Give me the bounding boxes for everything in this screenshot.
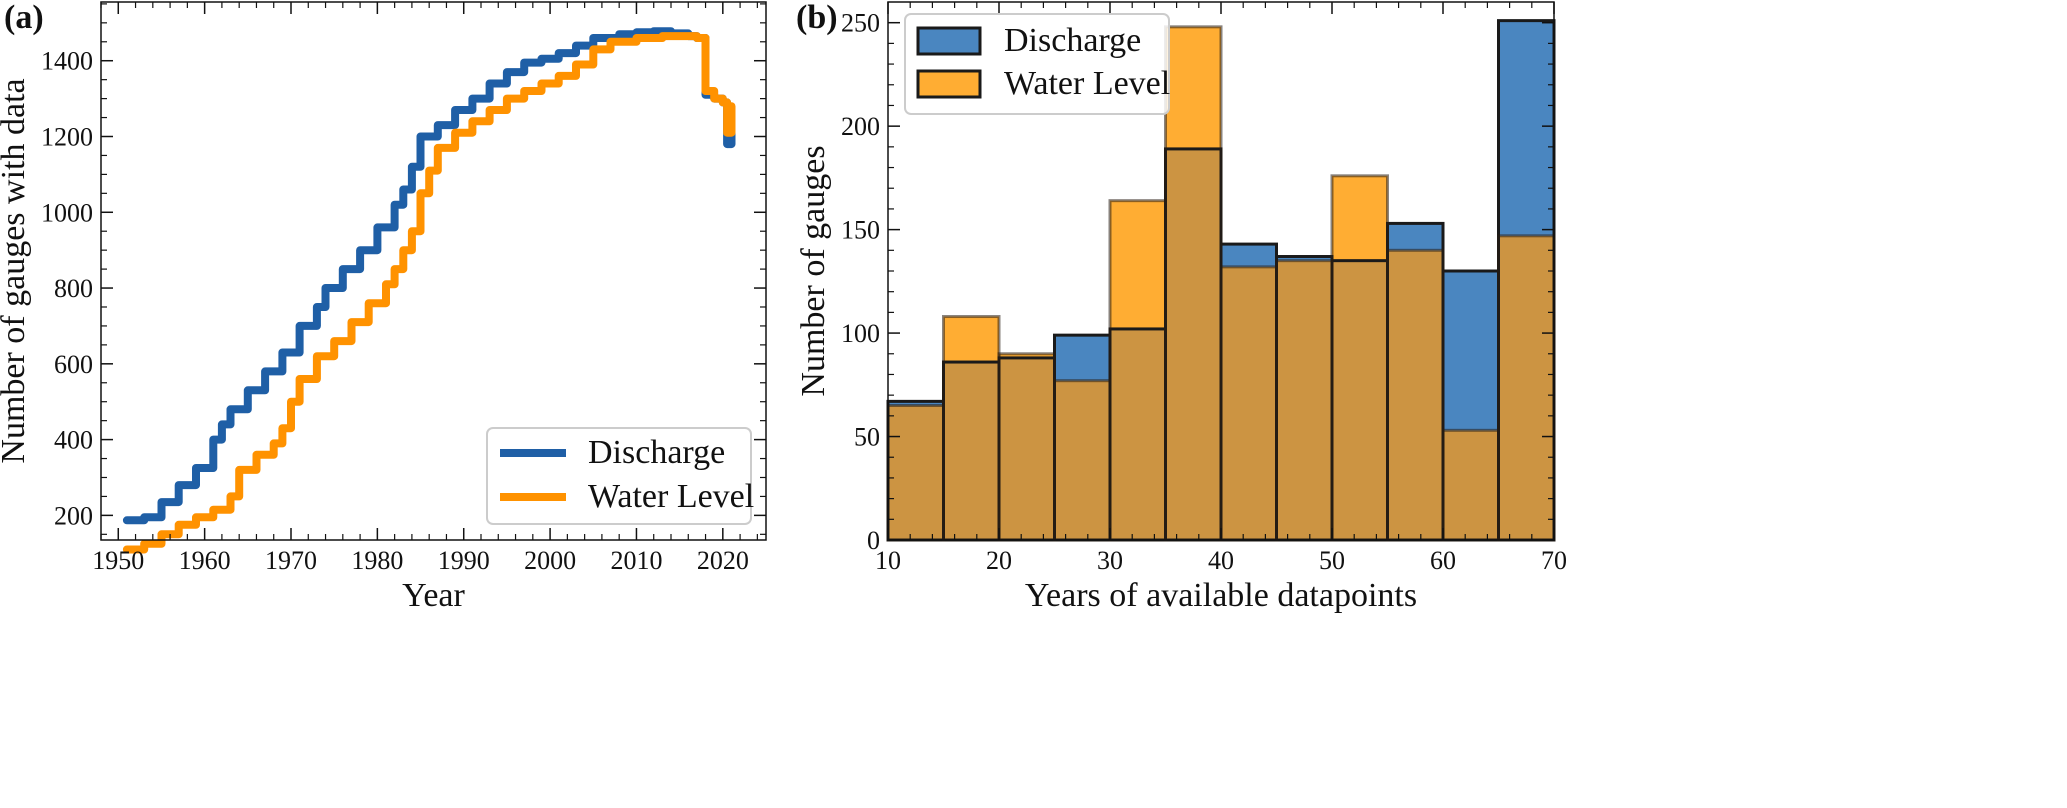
y-tick-label: 1400: [41, 47, 93, 76]
panel-a: 1950 1960 1970 1980 1990 2000 2010 2020 200 400 60…: [0, 0, 767, 614]
x-tick-label: 40: [1208, 546, 1234, 575]
bar-discharge-excess: [1443, 271, 1499, 431]
bar-overlap: [1443, 430, 1499, 540]
x-tick-label: 1960: [179, 546, 231, 575]
y-tick-label: 1200: [41, 123, 93, 152]
legend-b: Discharge Water Level: [904, 13, 1170, 115]
y-tick-label: 600: [54, 350, 93, 379]
x-tick-label: 50: [1319, 546, 1345, 575]
x-tick-label: 1980: [351, 546, 403, 575]
legend-swatch-discharge: [916, 26, 982, 56]
y-tick-label: 150: [841, 216, 880, 245]
y-axis-title: Number of gauges with data: [0, 78, 32, 463]
bar-overlap: [1332, 260, 1388, 540]
bar-water-level-excess: [1332, 175, 1388, 261]
y-tick-label: 0: [867, 526, 880, 555]
plot-frame-a: [100, 1, 767, 541]
bar-discharge-excess: [1054, 335, 1110, 381]
y-tick-label: 250: [841, 9, 880, 38]
bar-overlap: [1276, 260, 1332, 540]
panel-b: 10 20 30 40 50 60 70 0 50 100 150 200 250 Years of av…: [795, 0, 1567, 614]
x-axis-title: Years of available datapoints: [1025, 577, 1417, 614]
bar-discharge-excess: [1387, 223, 1443, 251]
legend-label: Discharge: [588, 434, 725, 471]
y-axis-title: Number of gauges: [795, 145, 832, 396]
y-tick-label: 50: [854, 423, 880, 452]
x-tick-label: 30: [1097, 546, 1123, 575]
bar-overlap: [1387, 250, 1443, 541]
bar-overlap: [999, 357, 1055, 540]
y-tick-label: 200: [841, 112, 880, 141]
bar-water-level-excess: [999, 353, 1055, 358]
bar-overlap: [888, 405, 944, 540]
x-tick-label: 60: [1430, 546, 1456, 575]
bar-discharge-excess: [1276, 256, 1332, 261]
legend-a: Discharge Water Level: [486, 427, 754, 525]
x-tick-label: 2010: [610, 546, 662, 575]
y-tick-label: 800: [54, 274, 93, 303]
y-tick-label: 100: [841, 319, 880, 348]
bar-overlap: [1054, 380, 1110, 540]
legend-label: Water Level: [1004, 65, 1170, 102]
bar-water-level-excess: [1110, 200, 1166, 329]
bar-overlap: [943, 362, 999, 540]
legend-label: Water Level: [588, 478, 754, 515]
bar-overlap: [1221, 266, 1277, 540]
x-tick-label: 2020: [697, 546, 749, 575]
x-tick-label: 10: [875, 546, 901, 575]
x-tick-label: 70: [1541, 546, 1567, 575]
series-line-water-level: [122, 32, 736, 554]
x-tick-label: 1970: [265, 546, 317, 575]
x-tick-label: 1990: [438, 546, 490, 575]
bar-discharge-excess: [1498, 20, 1554, 236]
panel-label-b: (b): [796, 0, 838, 36]
y-tick-label: 200: [54, 501, 93, 530]
x-tick-label: 20: [986, 546, 1012, 575]
bar-water-level-excess: [943, 316, 999, 363]
x-tick-label: 2000: [524, 546, 576, 575]
legend-swatch-water-level: [916, 69, 982, 99]
bar-water-level-excess: [1165, 26, 1221, 149]
bar-overlap: [1498, 235, 1554, 541]
bar-discharge-excess: [888, 401, 944, 406]
legend-label: Discharge: [1004, 22, 1141, 59]
x-axis-title: Year: [402, 577, 465, 614]
x-tick-label: 1950: [92, 546, 144, 575]
bar-overlap: [1110, 328, 1166, 540]
bar-overlap: [1165, 148, 1221, 540]
y-tick-label: 400: [54, 426, 93, 455]
y-tick-label: 1000: [41, 198, 93, 227]
bar-discharge-excess: [1221, 244, 1277, 267]
panel-label-a: (a): [4, 0, 44, 36]
